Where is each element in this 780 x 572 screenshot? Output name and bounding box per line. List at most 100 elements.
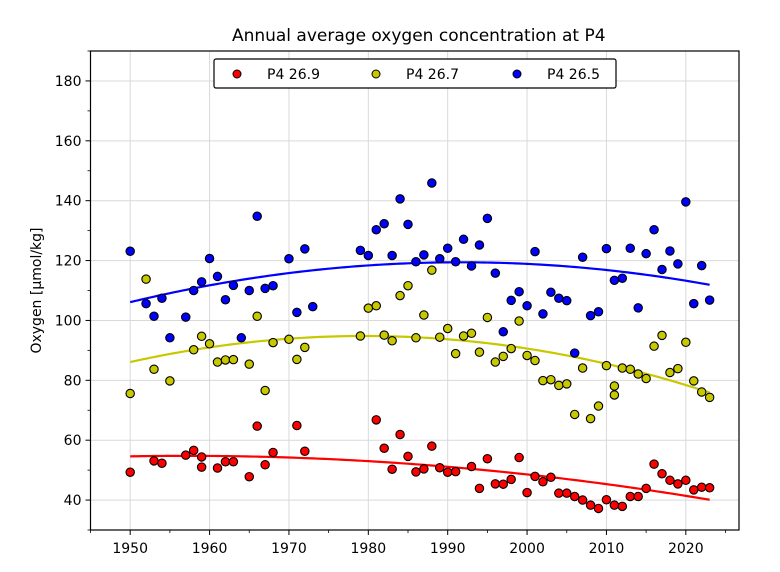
data-point	[292, 354, 302, 365]
data-point	[220, 355, 231, 365]
data-point	[673, 479, 683, 489]
data-point	[252, 211, 262, 222]
data-point	[292, 420, 302, 431]
legend-label: P4 26.7	[406, 67, 459, 83]
data-point	[427, 178, 437, 188]
data-point	[141, 298, 151, 309]
data-point	[657, 264, 667, 275]
data-point	[196, 331, 207, 342]
data-point	[403, 280, 413, 291]
data-point	[681, 197, 691, 207]
x-tick-label: 1970	[271, 541, 307, 557]
data-point	[514, 316, 524, 326]
data-point	[696, 260, 707, 271]
legend-marker	[232, 69, 242, 79]
data-point	[633, 303, 643, 313]
data-point	[561, 488, 572, 498]
data-point	[125, 388, 135, 399]
data-point	[649, 459, 659, 469]
data-point	[577, 252, 588, 263]
data-point	[601, 243, 612, 254]
data-point	[434, 332, 445, 342]
data-point	[450, 466, 461, 477]
data-point	[427, 441, 437, 451]
x-tick-label: 1980	[350, 541, 386, 557]
data-point	[196, 452, 207, 462]
data-point	[427, 265, 437, 275]
data-point	[561, 379, 572, 389]
data-point	[704, 295, 715, 305]
data-point	[419, 464, 429, 474]
legend-label: P4 26.9	[267, 67, 320, 83]
data-point	[355, 245, 366, 256]
data-point	[665, 246, 675, 256]
data-point	[387, 464, 397, 474]
y-tick-label: 100	[55, 313, 82, 329]
data-point	[506, 343, 516, 354]
data-point	[434, 462, 445, 473]
data-point	[228, 354, 239, 365]
data-point	[212, 271, 223, 282]
data-point	[196, 462, 207, 472]
data-point	[609, 390, 620, 400]
y-axis-label: Oxygen [μmol/kg]	[29, 227, 45, 353]
data-point	[689, 376, 699, 386]
data-point	[593, 401, 604, 411]
data-point	[466, 328, 477, 339]
data-point	[268, 337, 278, 348]
data-point	[395, 290, 405, 301]
data-point	[609, 500, 620, 510]
data-point	[212, 463, 223, 473]
data-point	[538, 477, 548, 487]
data-point	[641, 483, 651, 494]
data-point	[149, 364, 159, 374]
x-tick-label: 1960	[192, 541, 228, 557]
data-point	[411, 467, 421, 477]
data-point	[657, 330, 667, 341]
data-point	[633, 491, 643, 502]
data-point	[387, 250, 397, 261]
data-point	[569, 491, 580, 502]
data-point	[641, 248, 651, 259]
data-point	[411, 333, 421, 343]
data-point	[585, 500, 596, 510]
data-point	[228, 280, 239, 291]
data-point	[617, 501, 628, 512]
data-point	[585, 310, 596, 321]
data-point	[379, 443, 389, 454]
data-point	[530, 355, 540, 366]
data-point	[585, 413, 596, 424]
y-tick-label: 180	[55, 74, 82, 90]
y-tick-label: 60	[64, 433, 82, 449]
data-point	[625, 243, 636, 254]
data-point	[442, 323, 453, 334]
data-point	[490, 479, 501, 489]
data-point	[284, 254, 294, 264]
x-tick-label: 2010	[589, 541, 625, 557]
data-point	[244, 359, 255, 369]
data-point	[649, 341, 659, 351]
data-point	[522, 350, 532, 361]
data-point	[395, 429, 405, 440]
data-point	[442, 243, 453, 254]
data-point	[212, 357, 223, 367]
data-point	[498, 351, 508, 362]
data-point	[530, 471, 540, 482]
series-p4-26-5	[125, 178, 715, 358]
data-point	[157, 293, 167, 304]
data-point	[157, 458, 167, 468]
data-point	[482, 312, 493, 323]
data-point	[530, 246, 540, 257]
data-point	[498, 327, 508, 337]
data-point	[641, 373, 651, 384]
y-tick-label: 140	[55, 194, 82, 210]
data-point	[681, 337, 691, 348]
legend-marker	[371, 69, 381, 79]
data-point	[181, 312, 191, 322]
y-tick-label: 80	[64, 373, 82, 389]
data-point	[649, 224, 659, 235]
data-point	[236, 333, 247, 343]
data-point	[522, 301, 532, 311]
data-point	[474, 483, 485, 494]
